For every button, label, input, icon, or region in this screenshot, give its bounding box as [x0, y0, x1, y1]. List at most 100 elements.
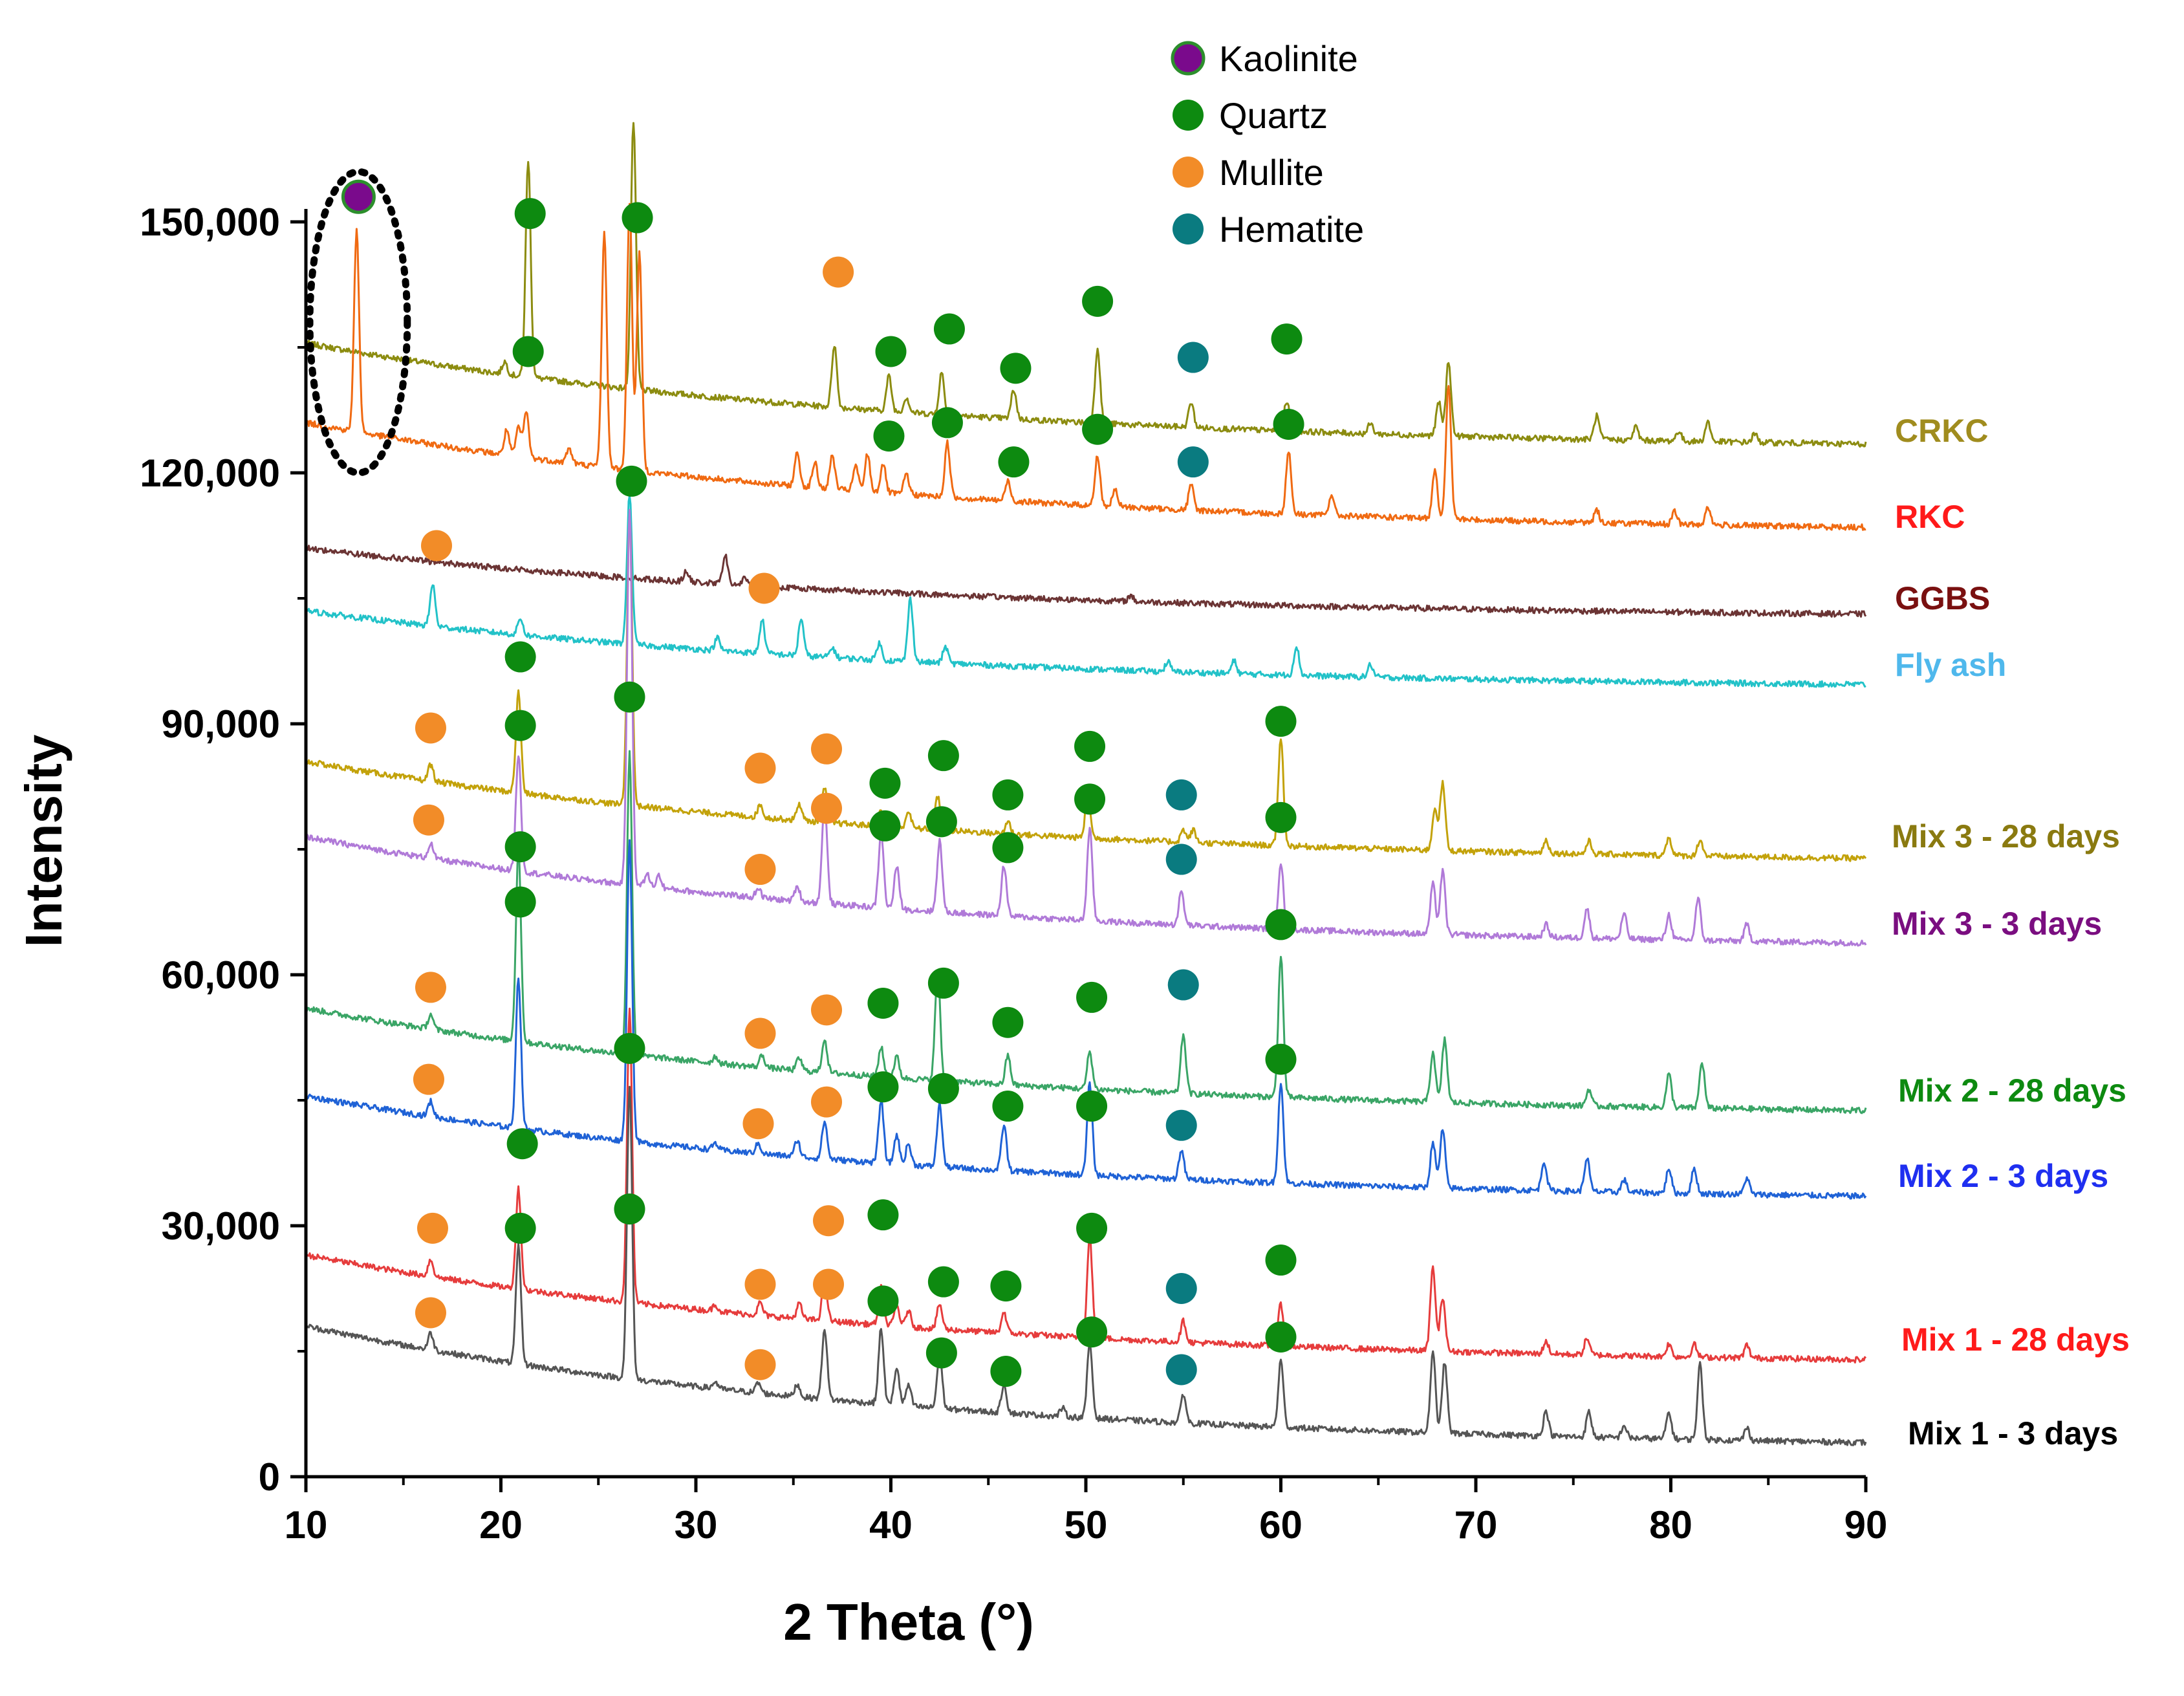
quartz-marker — [990, 1356, 1022, 1387]
quartz-marker — [1082, 285, 1114, 317]
mullite-marker — [744, 752, 776, 784]
quartz-marker — [867, 987, 899, 1019]
mullite-marker — [813, 1205, 845, 1237]
legend-hematite-label: Hematite — [1219, 209, 1364, 250]
quartz-marker — [927, 967, 959, 999]
quartz-marker — [927, 1266, 959, 1298]
series-line-mix-2-28-days — [305, 750, 1867, 1114]
quartz-marker — [616, 465, 647, 497]
mullite-marker — [813, 1268, 845, 1300]
quartz-marker — [1076, 1316, 1108, 1348]
quartz-marker — [873, 420, 905, 452]
quartz-marker — [875, 336, 907, 367]
series-label-rkc: RKC — [1895, 499, 1965, 535]
mullite-marker — [742, 1108, 774, 1140]
series-label-mix-2-28-days: Mix 2 - 28 days — [1898, 1072, 2126, 1109]
quartz-marker — [998, 446, 1030, 478]
x-tick-label: 90 — [1844, 1503, 1888, 1547]
x-axis-title: 2 Theta (°) — [783, 1593, 1034, 1651]
quartz-marker — [1265, 1043, 1297, 1075]
quartz-marker — [614, 1193, 645, 1225]
quartz-marker — [992, 1091, 1024, 1122]
y-tick-label: 0 — [259, 1455, 280, 1499]
quartz-marker — [512, 336, 544, 367]
kaolinite-highlight-ellipse — [306, 168, 411, 477]
quartz-marker — [990, 1270, 1022, 1302]
quartz-marker — [1271, 323, 1303, 355]
legend-kaolinite-label: Kaolinite — [1219, 38, 1358, 79]
mullite-marker — [415, 712, 446, 744]
quartz-marker — [1074, 783, 1106, 815]
quartz-marker — [867, 1071, 899, 1103]
series-line-mix-2-3-days — [305, 839, 1867, 1200]
quartz-marker — [614, 1032, 645, 1064]
series-label-mix-2-3-days: Mix 2 - 3 days — [1898, 1158, 2108, 1194]
series-label-mix-1-3-days: Mix 1 - 3 days — [1908, 1415, 2118, 1451]
legend-kaolinite-swatch — [1171, 41, 1206, 76]
series-label-mix-3-28-days: Mix 3 - 28 days — [1892, 818, 2120, 854]
quartz-marker — [1265, 801, 1297, 833]
series-line-crkc — [305, 122, 1867, 448]
hematite-marker — [1165, 1273, 1197, 1304]
mullite-marker — [744, 1268, 776, 1300]
quartz-marker — [927, 1072, 959, 1104]
mullite-marker — [421, 530, 453, 561]
quartz-marker — [867, 1199, 899, 1231]
mullite-marker — [415, 1297, 446, 1329]
y-axis-title: Intensity — [15, 734, 72, 947]
y-tick-label: 30,000 — [161, 1204, 280, 1248]
quartz-marker — [1076, 1091, 1108, 1122]
x-tick-label: 70 — [1454, 1503, 1498, 1547]
quartz-marker — [504, 831, 536, 863]
y-axis-ticks: 0 30,000 60,000 90,000 120,000 150,000 — [140, 201, 306, 1499]
x-tick-label: 30 — [675, 1503, 718, 1547]
x-tick-label: 40 — [869, 1503, 913, 1547]
quartz-marker — [1265, 909, 1297, 940]
x-tick-label: 50 — [1065, 1503, 1108, 1547]
quartz-marker — [925, 1337, 957, 1369]
quartz-marker — [504, 710, 536, 741]
quartz-marker — [622, 202, 653, 234]
mullite-marker — [415, 972, 446, 1003]
quartz-marker — [992, 1006, 1024, 1038]
legend-quartz-swatch — [1173, 100, 1204, 131]
x-tick-label: 60 — [1259, 1503, 1303, 1547]
legend-mullite-swatch — [1173, 157, 1204, 188]
quartz-marker — [992, 832, 1024, 864]
hematite-marker — [1165, 1354, 1197, 1386]
quartz-marker — [1082, 413, 1114, 445]
quartz-marker — [927, 740, 959, 772]
legend-hematite-swatch — [1173, 213, 1204, 245]
quartz-marker — [1074, 730, 1106, 762]
series-label-crkc: CRKC — [1895, 413, 1988, 449]
series-label-mix-1-28-days: Mix 1 - 28 days — [1901, 1321, 2130, 1358]
x-tick-label: 80 — [1649, 1503, 1692, 1547]
y-tick-label: 120,000 — [140, 451, 280, 495]
hematite-marker — [1165, 843, 1197, 875]
series-line-fly-ash — [305, 495, 1866, 688]
x-axis-ticks: 10 20 30 40 50 60 70 80 90 — [285, 1477, 1888, 1547]
series-labels: CRKC RKC GGBS Fly ash Mix 3 - 28 days Mix 3 -… — [1892, 413, 2130, 1451]
quartz-marker — [869, 810, 901, 842]
mullite-marker — [811, 1086, 843, 1118]
mullite-marker — [811, 994, 843, 1026]
series-line-mix-3-3-days — [305, 508, 1867, 947]
quartz-marker — [506, 1128, 538, 1160]
hematite-marker — [1165, 779, 1197, 810]
mullite-marker — [811, 792, 843, 824]
mullite-marker — [811, 733, 843, 765]
quartz-marker — [869, 767, 901, 799]
mullite-marker — [413, 1063, 444, 1095]
y-tick-label: 150,000 — [140, 201, 280, 244]
series-line-mix-1-3-days — [305, 1085, 1867, 1446]
quartz-marker — [992, 779, 1024, 810]
plot-area — [305, 122, 1867, 1446]
legend: Kaolinite Quartz Mullite Hematite — [1171, 38, 1364, 250]
quartz-marker — [933, 313, 965, 345]
quartz-marker — [1273, 408, 1304, 440]
quartz-marker — [504, 886, 536, 918]
mullite-marker — [416, 1212, 448, 1244]
quartz-marker — [1265, 1321, 1297, 1353]
quartz-marker — [1076, 981, 1108, 1013]
